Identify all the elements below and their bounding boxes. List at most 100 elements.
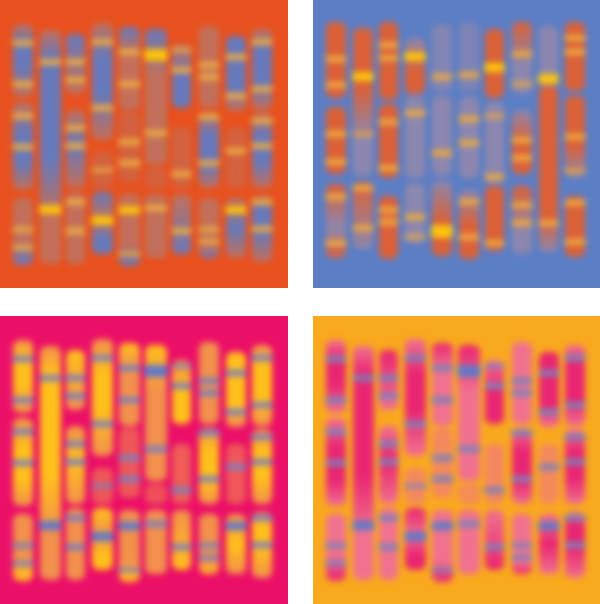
gel-band: [511, 137, 533, 143]
gel-band: [325, 194, 347, 200]
gel-band: [325, 82, 347, 88]
gel-band: [564, 169, 586, 173]
gel-lane: [12, 316, 34, 604]
gel-band: [251, 39, 273, 45]
gel-band: [12, 144, 34, 150]
gel-lane: [65, 316, 86, 604]
gel-lane-segment: [485, 102, 504, 184]
gel-lane: [378, 316, 399, 604]
gel-band: [65, 143, 86, 149]
gel-band: [378, 119, 399, 125]
gel-band: [325, 131, 347, 137]
gel-band: [65, 393, 86, 399]
gel-band: [198, 160, 220, 166]
gel-band: [39, 59, 62, 65]
gel-band: [198, 74, 220, 80]
gel-band: [118, 139, 141, 145]
gel-lane: [251, 316, 273, 604]
gel-band: [404, 355, 427, 361]
gel-band: [91, 421, 114, 427]
gel-lane: [352, 316, 375, 604]
gel-band: [511, 378, 533, 384]
gel-band: [251, 434, 273, 440]
gel-lane: [39, 316, 62, 604]
gel-band: [352, 520, 375, 530]
gel-lane: [404, 0, 426, 288]
gel-band: [12, 244, 34, 250]
gel-lane: [198, 316, 220, 604]
gel-band: [198, 226, 220, 232]
gel-band: [198, 390, 220, 396]
gel-band: [431, 365, 454, 371]
gel-lane-segment: [459, 97, 479, 178]
gel-lane-segment: [539, 444, 559, 504]
gel-band: [538, 74, 559, 84]
gel-band: [538, 409, 560, 415]
gel-band: [91, 215, 114, 225]
gel-band: [404, 110, 426, 116]
gel-band: [198, 476, 220, 482]
gel-band: [144, 365, 168, 377]
gel-band: [511, 476, 533, 482]
gel-band: [458, 140, 480, 146]
gel-band: [564, 402, 586, 408]
gel-band: [171, 383, 192, 389]
gel-band: [65, 199, 86, 205]
gel-lane-segment: [405, 183, 425, 244]
gel-band: [118, 160, 141, 166]
gel-lane: [564, 0, 586, 288]
gel-band: [91, 484, 114, 488]
gel-band: [511, 430, 533, 436]
gel-lane-segment: [145, 484, 167, 504]
gel-band: [378, 42, 399, 48]
gel-lane-segment: [13, 198, 33, 265]
dna-panel-bottom-left: [0, 316, 288, 604]
gel-lane-segment: [353, 28, 373, 176]
gel-band: [325, 356, 347, 362]
gel-band: [564, 200, 586, 206]
gel-lane-segment: [252, 429, 272, 504]
gel-band: [564, 35, 586, 41]
gel-lane: [144, 0, 168, 288]
gel-band: [484, 487, 505, 493]
gel-lane: [198, 0, 220, 288]
gel-band: [378, 219, 399, 225]
gel-lane-segment: [379, 196, 398, 259]
gel-lane: [91, 316, 114, 604]
gel-lane: [39, 0, 62, 288]
gel-band: [378, 544, 399, 550]
gel-band: [404, 531, 427, 541]
gel-lane-segment: [226, 128, 246, 188]
gel-lane-segment: [226, 444, 246, 504]
gel-lane-segment: [539, 352, 559, 427]
gel-lane-segment: [66, 110, 85, 188]
gel-band: [251, 226, 273, 232]
gel-lane-segment: [432, 24, 452, 92]
gel-band: [251, 118, 273, 124]
gel-lane: [484, 316, 505, 604]
gel-band: [65, 77, 86, 83]
gel-band: [564, 542, 586, 548]
gel-lane: [431, 0, 453, 288]
gel-band: [352, 375, 375, 381]
gel-band: [378, 207, 399, 213]
gel-band: [91, 168, 114, 172]
gel-band: [511, 155, 533, 161]
gel-band: [378, 393, 399, 399]
gel-band: [198, 62, 220, 68]
gel-lane-segment: [119, 27, 140, 110]
gel-lane-segment: [252, 113, 272, 188]
gel-band: [325, 542, 347, 548]
gel-lane-segment: [485, 444, 504, 504]
gel-lane-segment: [145, 194, 167, 258]
gel-lane-segment: [145, 510, 167, 574]
gel-band: [404, 51, 426, 61]
gel-band: [511, 554, 533, 560]
gel-lane-segment: [326, 107, 346, 174]
gel-band: [91, 355, 114, 361]
gel-band: [431, 224, 453, 238]
gel-lane-segment: [405, 38, 425, 94]
gel-band: [118, 252, 141, 256]
gel-lane-segment: [405, 96, 425, 178]
gel-lane-segment: [13, 514, 33, 581]
